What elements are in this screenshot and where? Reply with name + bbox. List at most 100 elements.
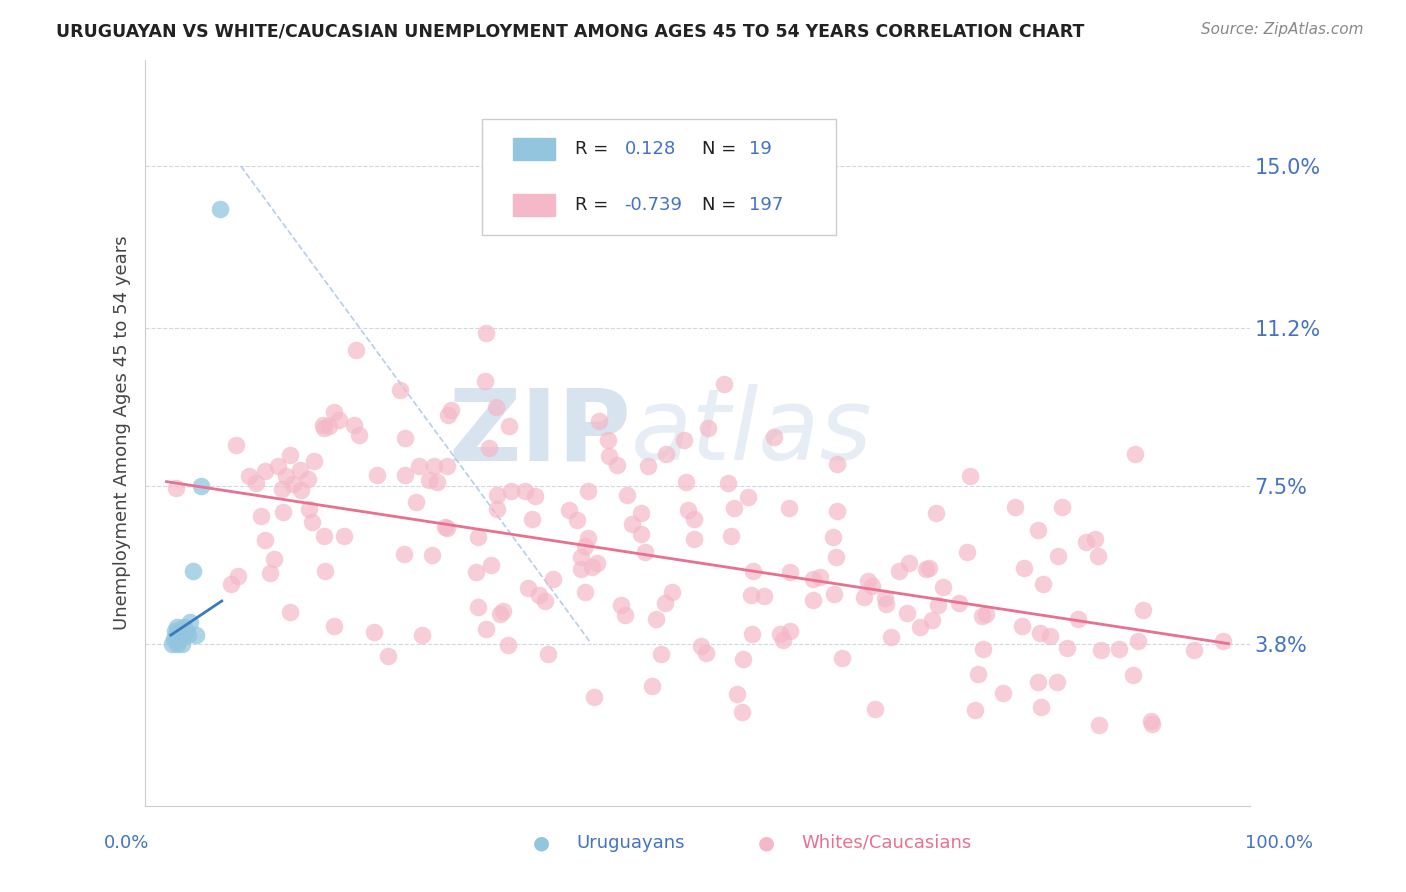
- Point: [825, 549, 848, 564]
- Point: [1039, 629, 1062, 643]
- Point: [606, 458, 628, 473]
- Point: [974, 607, 997, 622]
- Point: [823, 530, 845, 544]
- Point: [720, 529, 742, 543]
- Point: [485, 400, 508, 414]
- Point: [654, 596, 676, 610]
- Point: [948, 596, 970, 610]
- Point: [1028, 675, 1050, 690]
- Point: [588, 414, 610, 428]
- Point: [408, 459, 430, 474]
- Point: [253, 533, 276, 547]
- Point: [169, 632, 191, 647]
- Point: [516, 581, 538, 595]
- Point: [616, 488, 638, 502]
- Point: [630, 506, 652, 520]
- Point: [208, 202, 231, 216]
- Text: URUGUAYAN VS WHITE/CAUCASIAN UNEMPLOYMENT AMONG AGES 45 TO 54 YEARS CORRELATION : URUGUAYAN VS WHITE/CAUCASIAN UNEMPLOYMEN…: [56, 22, 1084, 40]
- Point: [388, 383, 411, 397]
- Text: ●: ●: [758, 833, 775, 853]
- Point: [186, 628, 208, 642]
- Text: atlas: atlas: [631, 384, 873, 481]
- Point: [513, 483, 536, 498]
- Text: -0.739: -0.739: [624, 196, 683, 214]
- Point: [418, 473, 440, 487]
- Point: [271, 482, 294, 496]
- Point: [165, 481, 187, 495]
- Point: [569, 549, 592, 564]
- Point: [267, 458, 290, 473]
- Point: [742, 564, 765, 578]
- Text: ●: ●: [533, 833, 550, 853]
- Point: [323, 405, 346, 419]
- Text: 100.0%: 100.0%: [1246, 834, 1313, 852]
- Point: [492, 604, 515, 618]
- Point: [366, 468, 388, 483]
- Point: [1087, 549, 1109, 563]
- Point: [344, 343, 367, 357]
- Point: [1029, 626, 1052, 640]
- Point: [1123, 446, 1146, 460]
- Point: [271, 505, 294, 519]
- Point: [875, 597, 897, 611]
- Point: [314, 421, 336, 435]
- Point: [737, 491, 759, 505]
- Point: [436, 408, 458, 422]
- Point: [328, 413, 350, 427]
- Point: [1140, 714, 1163, 728]
- Point: [160, 637, 183, 651]
- Point: [598, 449, 620, 463]
- Point: [610, 598, 633, 612]
- Point: [219, 577, 242, 591]
- Text: ZIP: ZIP: [449, 384, 631, 481]
- Point: [621, 517, 644, 532]
- Point: [863, 702, 886, 716]
- Point: [672, 434, 695, 448]
- Point: [298, 502, 321, 516]
- Point: [536, 647, 558, 661]
- Point: [644, 612, 666, 626]
- Point: [475, 622, 498, 636]
- Point: [823, 586, 845, 600]
- Point: [1032, 577, 1054, 591]
- Point: [165, 628, 187, 642]
- Point: [801, 592, 824, 607]
- Point: [1084, 532, 1107, 546]
- Point: [486, 502, 509, 516]
- Point: [827, 457, 849, 471]
- Point: [323, 619, 346, 633]
- Point: [499, 484, 522, 499]
- Point: [689, 640, 711, 654]
- Point: [574, 584, 596, 599]
- Point: [436, 458, 458, 473]
- Point: [583, 690, 606, 705]
- Point: [725, 687, 748, 701]
- Point: [887, 564, 910, 578]
- Point: [852, 590, 875, 604]
- Point: [730, 705, 752, 719]
- Point: [173, 619, 195, 633]
- Point: [172, 637, 194, 651]
- Point: [637, 458, 659, 473]
- Point: [769, 627, 792, 641]
- Point: [225, 438, 247, 452]
- Point: [875, 591, 897, 606]
- Point: [1029, 699, 1052, 714]
- Point: [1074, 535, 1097, 549]
- Point: [440, 403, 463, 417]
- Point: [1004, 500, 1026, 514]
- Point: [762, 430, 785, 444]
- Point: [166, 619, 188, 633]
- Point: [956, 545, 979, 559]
- Point: [541, 572, 564, 586]
- Point: [921, 613, 943, 627]
- Point: [245, 476, 267, 491]
- Point: [167, 628, 190, 642]
- Point: [931, 580, 953, 594]
- Point: [1012, 560, 1035, 574]
- Point: [426, 475, 449, 490]
- Text: R =: R =: [575, 140, 609, 158]
- Text: 0.128: 0.128: [624, 140, 676, 158]
- Point: [301, 515, 323, 529]
- Point: [377, 648, 399, 663]
